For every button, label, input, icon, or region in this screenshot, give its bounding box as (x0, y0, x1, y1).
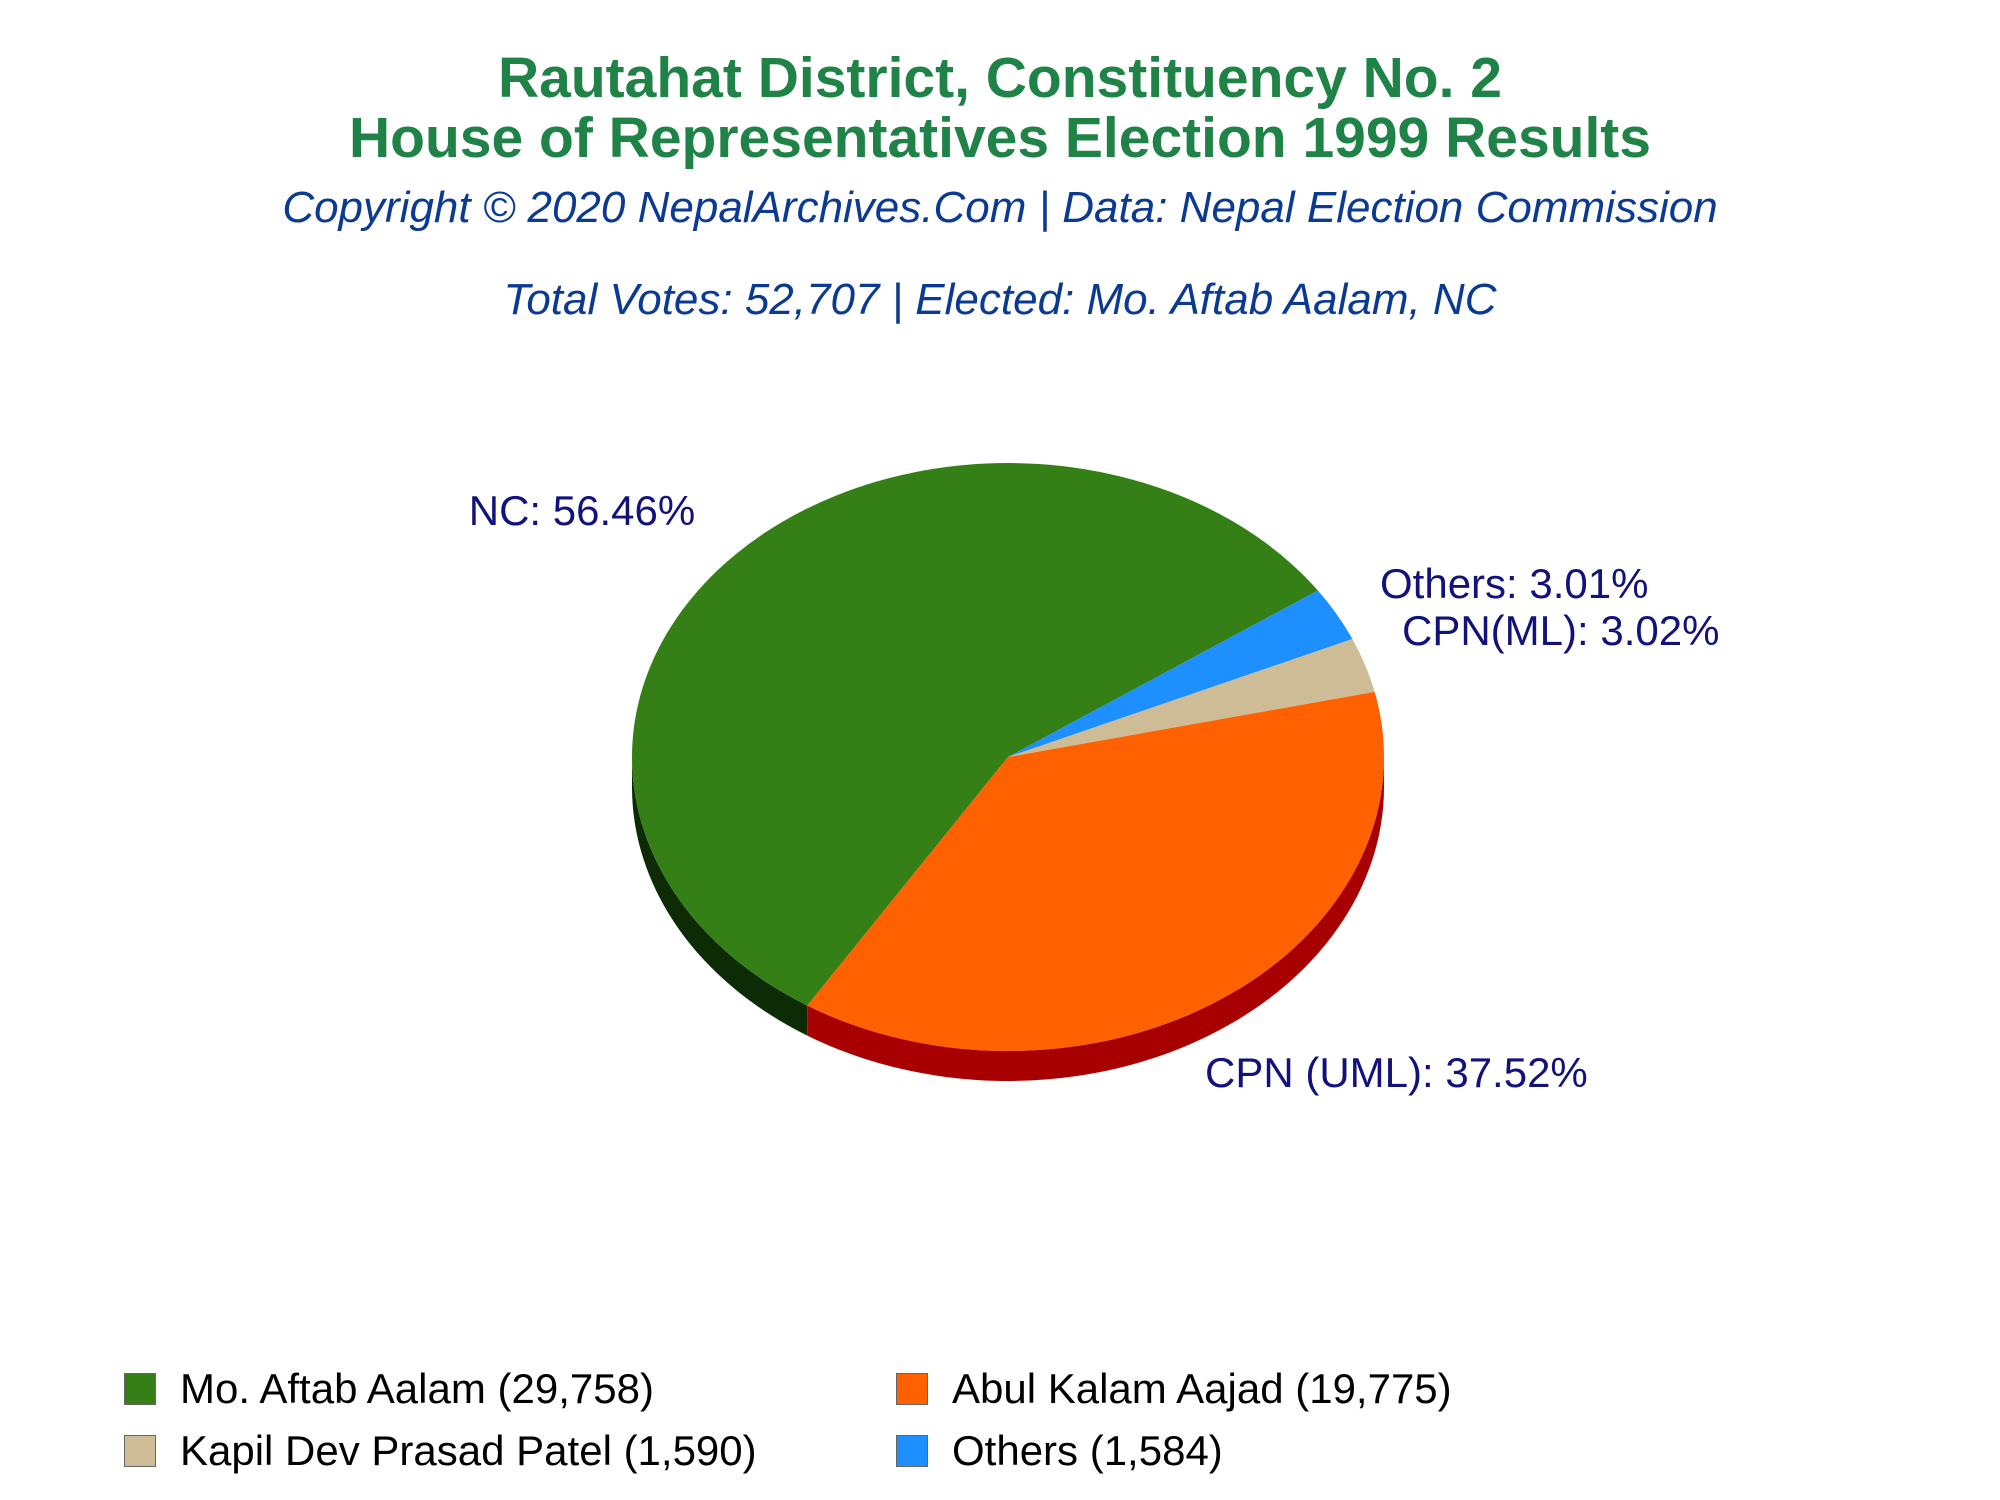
legend: Mo. Aftab Aalam (29,758) Abul Kalam Aaja… (0, 1360, 2000, 1500)
chart-title-line-2: House of Representatives Election 1999 R… (349, 106, 1651, 170)
slice-label-nc: NC: 56.46% (469, 487, 695, 534)
legend-swatch-cpn-uml (896, 1373, 928, 1405)
copyright-text: Copyright © 2020 NepalArchives.Com | Dat… (282, 183, 1718, 232)
pie-slice-cpn-ml (1008, 638, 1375, 757)
legend-swatch-others (896, 1435, 928, 1467)
pie-side-group (632, 757, 1384, 1081)
pie-top-group (631, 462, 1384, 1051)
pie-side-nc (632, 757, 808, 1036)
legend-item-cpn-uml: Abul Kalam Aajad (19,775) (896, 1360, 1452, 1418)
legend-label-cpn-uml: Abul Kalam Aajad (19,775) (952, 1365, 1452, 1412)
chart-title-line-1: Rautahat District, Constituency No. 2 (498, 46, 1502, 110)
pie-slice-others (1008, 590, 1353, 757)
legend-item-nc: Mo. Aftab Aalam (29,758) (124, 1360, 654, 1418)
legend-swatch-nc (124, 1373, 156, 1405)
summary-text: Total Votes: 52,707 | Elected: Mo. Aftab… (503, 275, 1497, 324)
pie-side-cpn-uml (807, 757, 1384, 1081)
legend-swatch-cpn-ml (124, 1435, 156, 1467)
legend-item-cpn-ml: Kapil Dev Prasad Patel (1,590) (124, 1422, 757, 1480)
pie-slice-cpn-uml (807, 691, 1384, 1051)
slice-label-others: Others: 3.01% (1380, 560, 1648, 607)
legend-label-cpn-ml: Kapil Dev Prasad Patel (1,590) (180, 1427, 757, 1474)
pie-label-group: NC: 56.46% CPN (UML): 37.52% CPN(ML): 3.02… (469, 487, 1720, 1096)
legend-item-others: Others (1,584) (896, 1422, 1223, 1480)
slice-label-cpn-uml: CPN (UML): 37.52% (1205, 1049, 1588, 1096)
pie-slice-nc (631, 462, 1318, 1006)
legend-label-others: Others (1,584) (952, 1427, 1223, 1474)
legend-label-nc: Mo. Aftab Aalam (29,758) (180, 1365, 654, 1412)
slice-label-cpn-ml: CPN(ML): 3.02% (1402, 607, 1719, 654)
